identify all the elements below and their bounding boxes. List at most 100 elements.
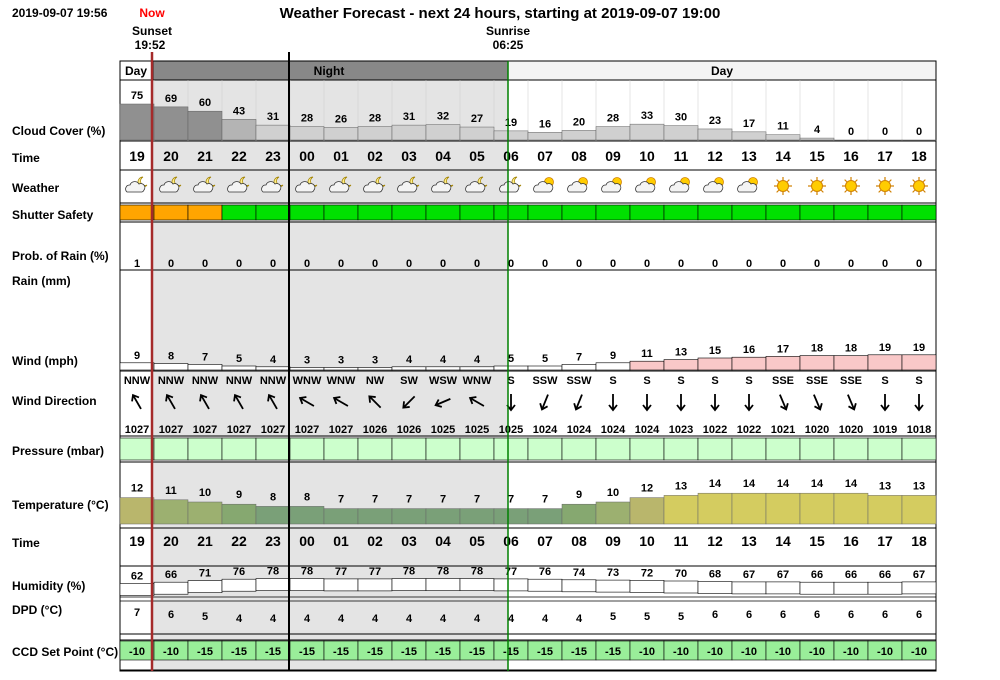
wind-arrow-icon xyxy=(608,394,618,412)
wind-arrow-shaft xyxy=(813,394,821,409)
temperature-value: 8 xyxy=(270,491,276,503)
wind-arrow-icon xyxy=(710,394,720,412)
pressure-cell xyxy=(255,437,291,461)
pressure-value: 1026 xyxy=(363,424,387,436)
temperature-value: 7 xyxy=(406,494,412,506)
hour-label: 09 xyxy=(605,148,621,164)
dpd-value: 4 xyxy=(236,613,243,625)
wind-arrow-shaft xyxy=(403,395,416,408)
wind-direction-label: NNW xyxy=(260,375,287,387)
humidity-value: 73 xyxy=(607,567,619,579)
humidity-cell xyxy=(561,579,597,593)
sun-icon xyxy=(777,180,789,192)
wind-arrow-icon xyxy=(368,395,382,409)
cloud-icon xyxy=(431,181,452,193)
wind-arrow-icon xyxy=(779,394,789,411)
rain-prob-value: 0 xyxy=(678,258,684,270)
hour-label: 04 xyxy=(435,533,451,549)
wind-arrow-shaft xyxy=(132,395,142,410)
dpd-value: 4 xyxy=(304,613,311,625)
page-title: Weather Forecast - next 24 hours, starti… xyxy=(280,5,721,22)
temperature-bar xyxy=(629,497,665,525)
cloud-bar xyxy=(731,131,767,141)
ccd-value: -15 xyxy=(299,646,315,658)
pressure-value: 1020 xyxy=(805,424,829,436)
cloud-icon xyxy=(533,181,554,193)
weather-icon-partly-cloudy-night xyxy=(397,176,420,193)
hour-label: 12 xyxy=(707,148,723,164)
wind-arrow-head xyxy=(573,403,583,411)
hour-label: 06 xyxy=(503,148,519,164)
pressure-cell xyxy=(867,437,903,461)
wind-arrow-icon xyxy=(847,394,857,411)
humidity-cell xyxy=(867,581,903,595)
wind-direction-label: S xyxy=(677,375,684,387)
wind-value: 4 xyxy=(406,354,413,366)
humidity-value: 66 xyxy=(165,569,177,581)
humidity-value: 71 xyxy=(199,568,211,580)
hour-label: 00 xyxy=(299,533,315,549)
humidity-cell xyxy=(833,581,869,595)
weather-icon-partly-cloudy-day xyxy=(601,177,622,193)
hour-label: 22 xyxy=(231,533,247,549)
cloud-bar xyxy=(459,126,495,141)
wind-arrow-head xyxy=(814,402,823,411)
humidity-cell xyxy=(459,578,495,591)
pressure-cell xyxy=(731,437,767,461)
pressure-value: 1018 xyxy=(907,424,931,436)
pressure-cell xyxy=(629,437,665,461)
sun-ray xyxy=(922,179,926,183)
pressure-cell xyxy=(391,437,427,461)
humidity-value: 78 xyxy=(267,566,279,578)
weather-icon-partly-cloudy-day xyxy=(669,177,690,193)
cloud-bar xyxy=(153,106,189,141)
wind-direction-label: SSW xyxy=(566,375,592,387)
temperature-value: 11 xyxy=(165,485,177,497)
humidity-value: 62 xyxy=(131,570,143,582)
wind-arrow-icon xyxy=(267,393,278,410)
wind-direction-label: S xyxy=(915,375,922,387)
wind-direction-label: S xyxy=(745,375,752,387)
wind-arrow-icon xyxy=(131,393,142,410)
wind-arrow-icon xyxy=(573,394,583,411)
ccd-value: -10 xyxy=(843,646,859,658)
humidity-cell xyxy=(799,581,835,595)
weather-icon-sunny xyxy=(808,177,826,195)
wind-arrow-icon xyxy=(434,398,451,408)
temperature-value: 13 xyxy=(675,480,687,492)
sunset-label: Sunset xyxy=(132,24,172,38)
cloud-value: 28 xyxy=(607,113,619,125)
temperature-bar xyxy=(833,492,869,525)
hour-label: 09 xyxy=(605,533,621,549)
cloud-bar xyxy=(629,123,665,141)
dpd-value: 4 xyxy=(576,613,583,625)
temperature-bar xyxy=(323,508,359,525)
temperature-bar xyxy=(561,503,597,525)
cloud-value: 11 xyxy=(777,121,789,133)
sun-ray xyxy=(854,179,858,183)
wind-value: 4 xyxy=(270,354,277,366)
sunset-time: 19:52 xyxy=(135,38,166,52)
rain-prob-value: 0 xyxy=(236,258,242,270)
hour-label: 08 xyxy=(571,148,587,164)
hour-label: 01 xyxy=(333,148,349,164)
ccd-value: -10 xyxy=(809,646,825,658)
rain-prob-value: 0 xyxy=(712,258,718,270)
pressure-value: 1027 xyxy=(261,424,285,436)
pressure-value: 1022 xyxy=(737,424,761,436)
ccd-value: -10 xyxy=(741,646,757,658)
temperature-value: 13 xyxy=(879,480,891,492)
hour-label: 11 xyxy=(674,533,689,549)
wind-bar xyxy=(323,367,359,371)
shutter-cell-green xyxy=(323,204,359,221)
humidity-cell xyxy=(425,578,461,591)
pressure-value: 1025 xyxy=(431,424,455,436)
cloud-value: 31 xyxy=(267,111,279,123)
sun-ray xyxy=(912,189,916,193)
temperature-bar xyxy=(901,495,937,525)
humidity-value: 68 xyxy=(709,569,721,581)
wind-arrow-icon xyxy=(880,394,890,412)
cloud-value: 32 xyxy=(437,111,449,123)
wind-bar xyxy=(493,365,529,371)
ccd-value: -15 xyxy=(571,646,587,658)
